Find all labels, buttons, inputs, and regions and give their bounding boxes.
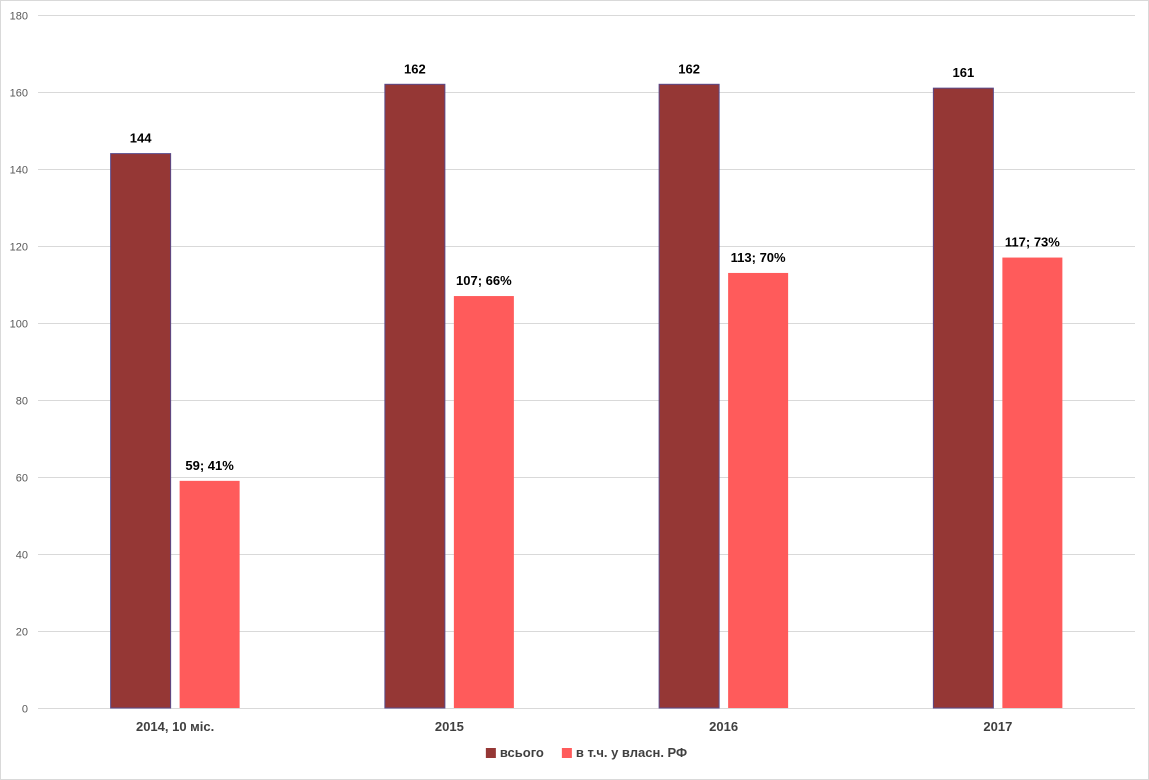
y-tick-label: 80 — [16, 396, 28, 408]
legend-swatch — [561, 748, 572, 758]
legend: всього в т.ч. у власн. РФ — [485, 745, 687, 760]
data-label-series2-1: 107; 66% — [456, 273, 512, 288]
bars — [110, 83, 1063, 709]
y-axis-ticks: 0 20 40 60 80 100 120 140 160 180 — [10, 11, 28, 716]
legend-item-1: всього — [485, 745, 544, 760]
data-label-series1-1: 162 — [404, 61, 426, 76]
y-tick-label: 120 — [10, 242, 28, 254]
y-tick-label: 140 — [10, 165, 28, 177]
bar-series1-0 — [110, 153, 172, 709]
bar-series2-1 — [453, 296, 514, 708]
bar-series1-1 — [384, 83, 446, 709]
data-label-series1-2: 162 — [678, 61, 700, 76]
bar-series2-0 — [179, 480, 240, 708]
bar-series2-3 — [1002, 257, 1063, 708]
legend-label: в т.ч. у власн. РФ — [576, 745, 687, 760]
x-tick-label: 2015 — [435, 719, 464, 734]
y-tick-label: 20 — [16, 627, 28, 639]
y-tick-label: 180 — [10, 11, 28, 23]
x-tick-label: 2016 — [709, 719, 738, 734]
legend-item-2: в т.ч. у власн. РФ — [561, 745, 687, 760]
bar-series1-3 — [932, 87, 994, 709]
y-tick-label: 60 — [16, 473, 28, 485]
x-tick-label: 2017 — [983, 719, 1012, 734]
y-tick-label: 100 — [10, 319, 28, 331]
data-label-series1-3: 161 — [953, 65, 975, 80]
data-label-series2-2: 113; 70% — [731, 250, 786, 265]
legend-swatch — [485, 748, 496, 758]
data-label-series1-0: 144 — [130, 131, 152, 146]
y-tick-label: 0 — [22, 704, 28, 716]
x-tick-label: 2014, 10 міс. — [136, 719, 214, 734]
data-labels: 144 59; 41% 162 107; 66% 162 113; 70% 161 117; … — [130, 61, 1061, 473]
x-axis-ticks: 2014, 10 міс. 2015 2016 2017 — [136, 719, 1012, 734]
data-label-series2-3: 117; 73% — [1005, 235, 1060, 250]
y-tick-label: 40 — [16, 550, 28, 562]
bar-series1-2 — [658, 83, 720, 709]
bar-series2-2 — [728, 272, 789, 708]
y-tick-label: 160 — [10, 88, 28, 100]
legend-label: всього — [500, 745, 544, 760]
data-label-series2-0: 59; 41% — [185, 458, 234, 473]
